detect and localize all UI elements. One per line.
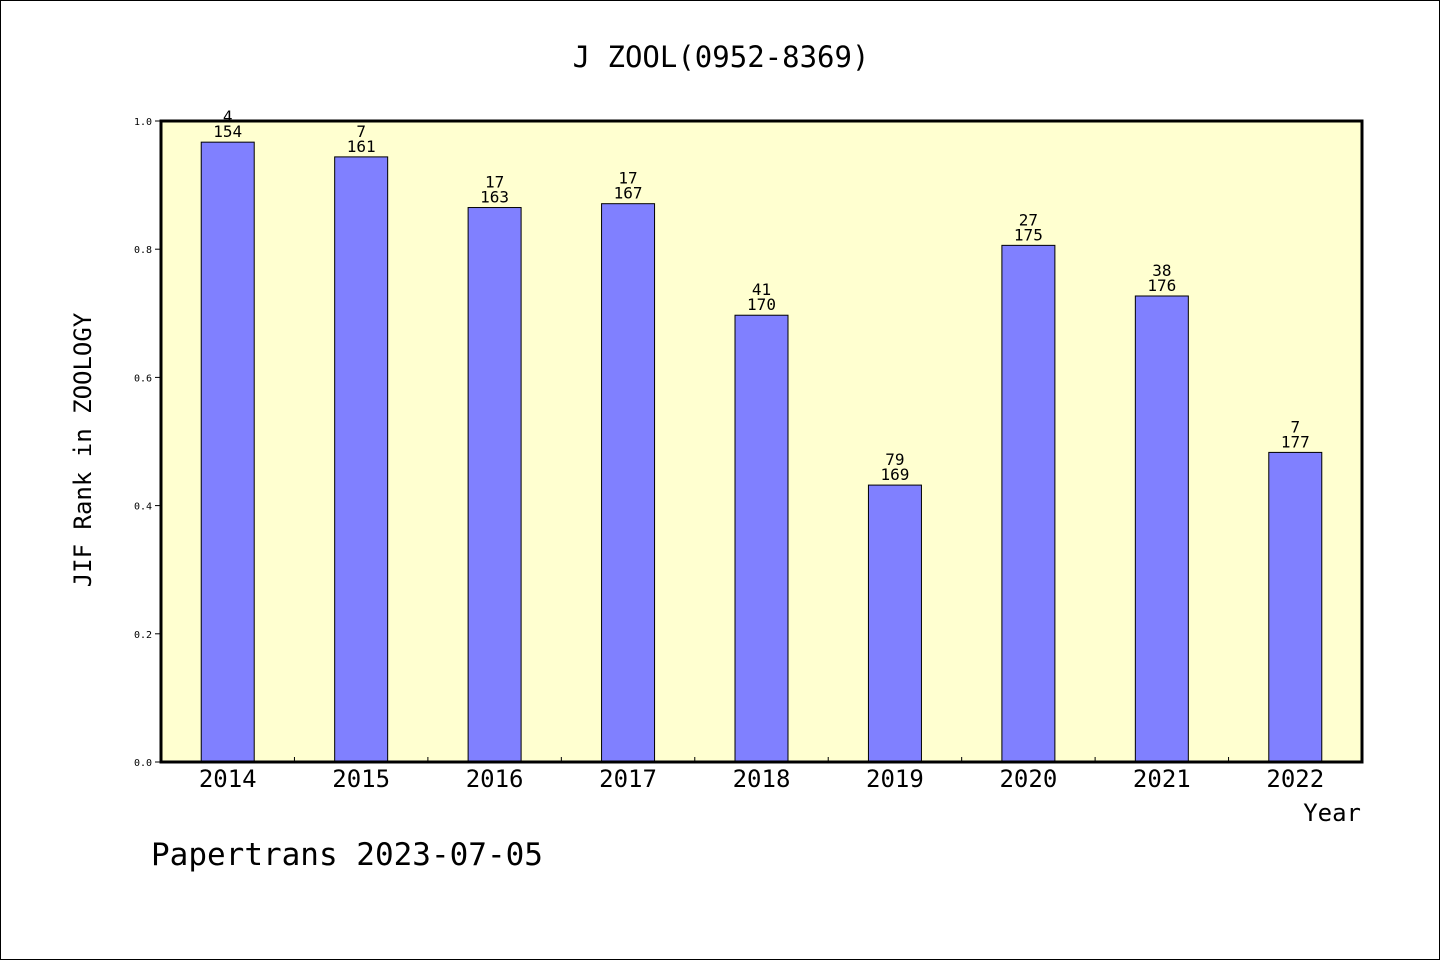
bar-rank-label: 17 <box>485 173 504 192</box>
bar-2022 <box>1268 451 1323 763</box>
bar-rank-label: 7 <box>1290 417 1300 436</box>
bar-rank-label: 79 <box>885 450 904 469</box>
bar-total-label: 175 <box>1014 225 1043 244</box>
bar-rank-label: 17 <box>618 169 637 188</box>
x-tick-label: 2015 <box>332 765 390 793</box>
bar-total-label: 163 <box>480 188 509 207</box>
bar-rank-label: 41 <box>752 280 771 299</box>
bar-2019 <box>867 484 922 763</box>
bar-2014 <box>200 141 255 763</box>
x-tick-label: 2020 <box>999 765 1057 793</box>
y-tick-label: 1.0 <box>134 117 152 128</box>
y-tick-label: 0.4 <box>134 502 152 513</box>
x-tick-label: 2016 <box>466 765 524 793</box>
y-tick-label: 0.6 <box>134 373 152 384</box>
footer-credit: Papertrans 2023-07-05 <box>151 837 543 873</box>
chart-title: J ZOOL(0952-8369) <box>573 40 870 74</box>
bar-total-label: 154 <box>213 122 242 141</box>
bar-rank-label: 4 <box>223 107 233 126</box>
y-tick-label: 0.2 <box>134 630 152 641</box>
x-axis-label: Year <box>1303 799 1361 827</box>
bar-rank-label: 27 <box>1019 210 1038 229</box>
bar-2015 <box>334 156 389 763</box>
x-tick-label: 2021 <box>1133 765 1191 793</box>
x-tick-label: 2022 <box>1266 765 1324 793</box>
bar-total-label: 169 <box>880 465 909 484</box>
x-tick-label: 2017 <box>599 765 657 793</box>
bar-total-label: 170 <box>747 295 776 314</box>
y-axis-label: JIF Rank in ZOOLOGY <box>69 312 97 587</box>
x-axis: 2014 2015 2016 2017 2018 2019 2020 2021 2022 <box>199 757 1324 793</box>
bar-rank-label: 7 <box>356 122 366 141</box>
bar-total-label: 161 <box>347 137 376 156</box>
bar-total-label: 176 <box>1147 276 1176 295</box>
bar-total-label: 177 <box>1281 432 1310 451</box>
y-tick-label: 0.0 <box>134 758 152 769</box>
bar-2017 <box>601 203 656 763</box>
bar-total-label: 167 <box>614 184 643 203</box>
bar-2018 <box>734 314 789 763</box>
x-tick-label: 2019 <box>866 765 924 793</box>
bar-2021 <box>1134 295 1189 763</box>
x-tick-label: 2018 <box>733 765 791 793</box>
bar-group <box>200 141 1323 763</box>
y-axis: 0.0 0.2 0.4 0.6 0.8 1.0 <box>134 117 161 769</box>
bar-rank-label: 38 <box>1152 261 1171 280</box>
plot-border <box>159 119 1364 764</box>
bar-2016 <box>467 207 522 763</box>
x-tick-label: 2014 <box>199 765 257 793</box>
bar-2020 <box>1001 244 1056 763</box>
y-tick-label: 0.8 <box>134 245 152 256</box>
